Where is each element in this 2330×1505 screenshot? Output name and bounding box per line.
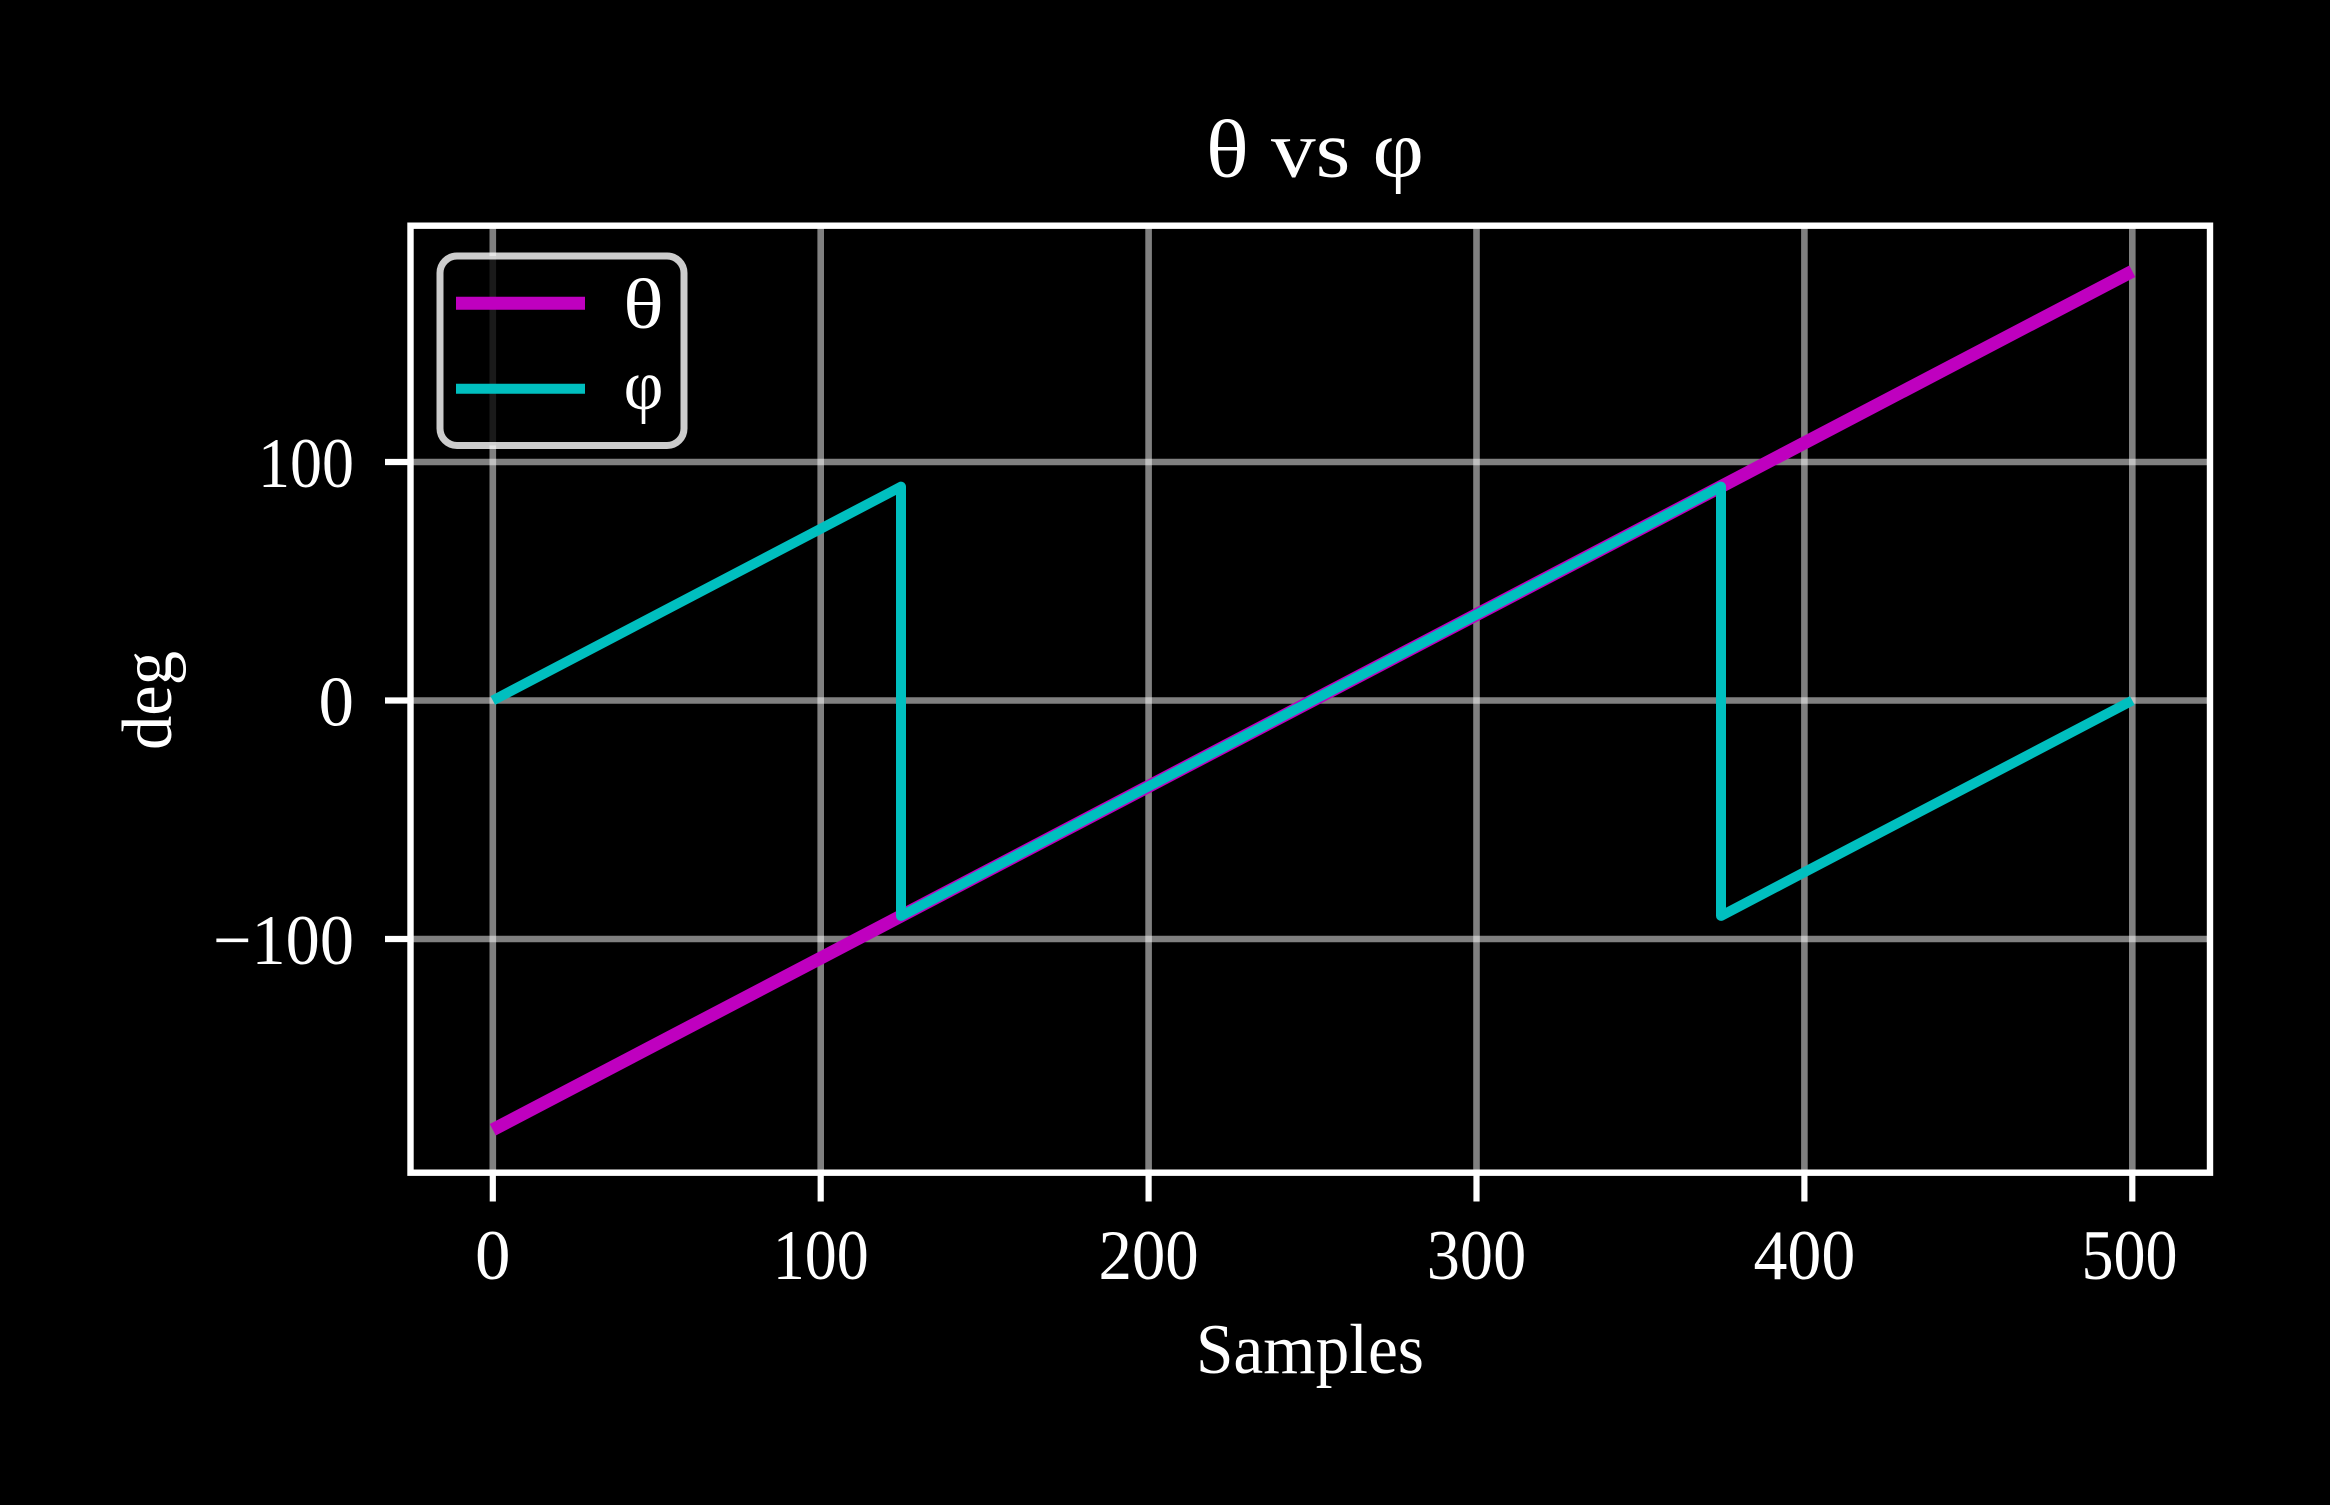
svg-text:200: 200	[1098, 1217, 1198, 1295]
svg-text:θ vs φ: θ vs φ	[1206, 104, 1424, 195]
svg-text:100: 100	[773, 1217, 869, 1295]
svg-text:500: 500	[2082, 1217, 2178, 1295]
svg-text:300: 300	[1427, 1217, 1526, 1295]
svg-text:−100: −100	[213, 902, 354, 980]
svg-text:θ: θ	[623, 266, 664, 344]
svg-text:400: 400	[1754, 1217, 1856, 1295]
svg-text:deg: deg	[109, 651, 187, 750]
svg-text:0: 0	[475, 1217, 511, 1295]
svg-text:0: 0	[319, 664, 355, 742]
svg-text:φ: φ	[624, 347, 664, 425]
svg-text:Samples: Samples	[1196, 1311, 1424, 1389]
svg-text:100: 100	[258, 425, 354, 503]
